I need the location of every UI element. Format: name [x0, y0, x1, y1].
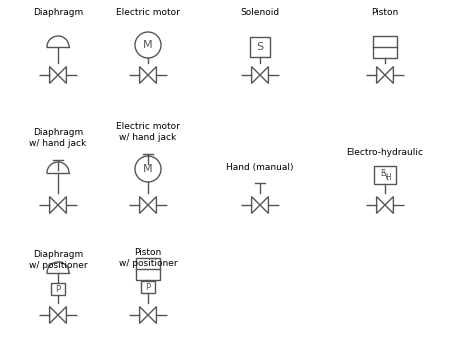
Text: Diaphragm
w/ hand jack: Diaphragm w/ hand jack: [29, 128, 87, 148]
Text: H: H: [385, 173, 391, 183]
Text: M: M: [143, 40, 153, 50]
Bar: [374, 166, 396, 184]
Text: Piston: Piston: [371, 8, 399, 17]
Text: Electric motor: Electric motor: [116, 8, 180, 17]
Bar: [141, 281, 155, 293]
Text: Electric motor
w/ hand jack: Electric motor w/ hand jack: [116, 122, 180, 142]
Bar: [373, 36, 397, 58]
Text: Diaphragm: Diaphragm: [33, 8, 83, 17]
Text: P: P: [146, 282, 151, 291]
Bar: [136, 258, 160, 280]
Text: Solenoid: Solenoid: [240, 8, 280, 17]
Text: S: S: [256, 42, 264, 52]
Text: Piston
w/ positioner: Piston w/ positioner: [118, 248, 177, 268]
Bar: [250, 37, 270, 57]
Text: Electro-hydraulic: Electro-hydraulic: [346, 148, 423, 157]
Text: Diaphragm
w/ positioner: Diaphragm w/ positioner: [29, 250, 87, 270]
Text: Hand (manual): Hand (manual): [226, 163, 294, 172]
Text: E: E: [381, 170, 385, 178]
Text: P: P: [55, 284, 61, 294]
Text: M: M: [143, 164, 153, 174]
Bar: [51, 283, 65, 295]
